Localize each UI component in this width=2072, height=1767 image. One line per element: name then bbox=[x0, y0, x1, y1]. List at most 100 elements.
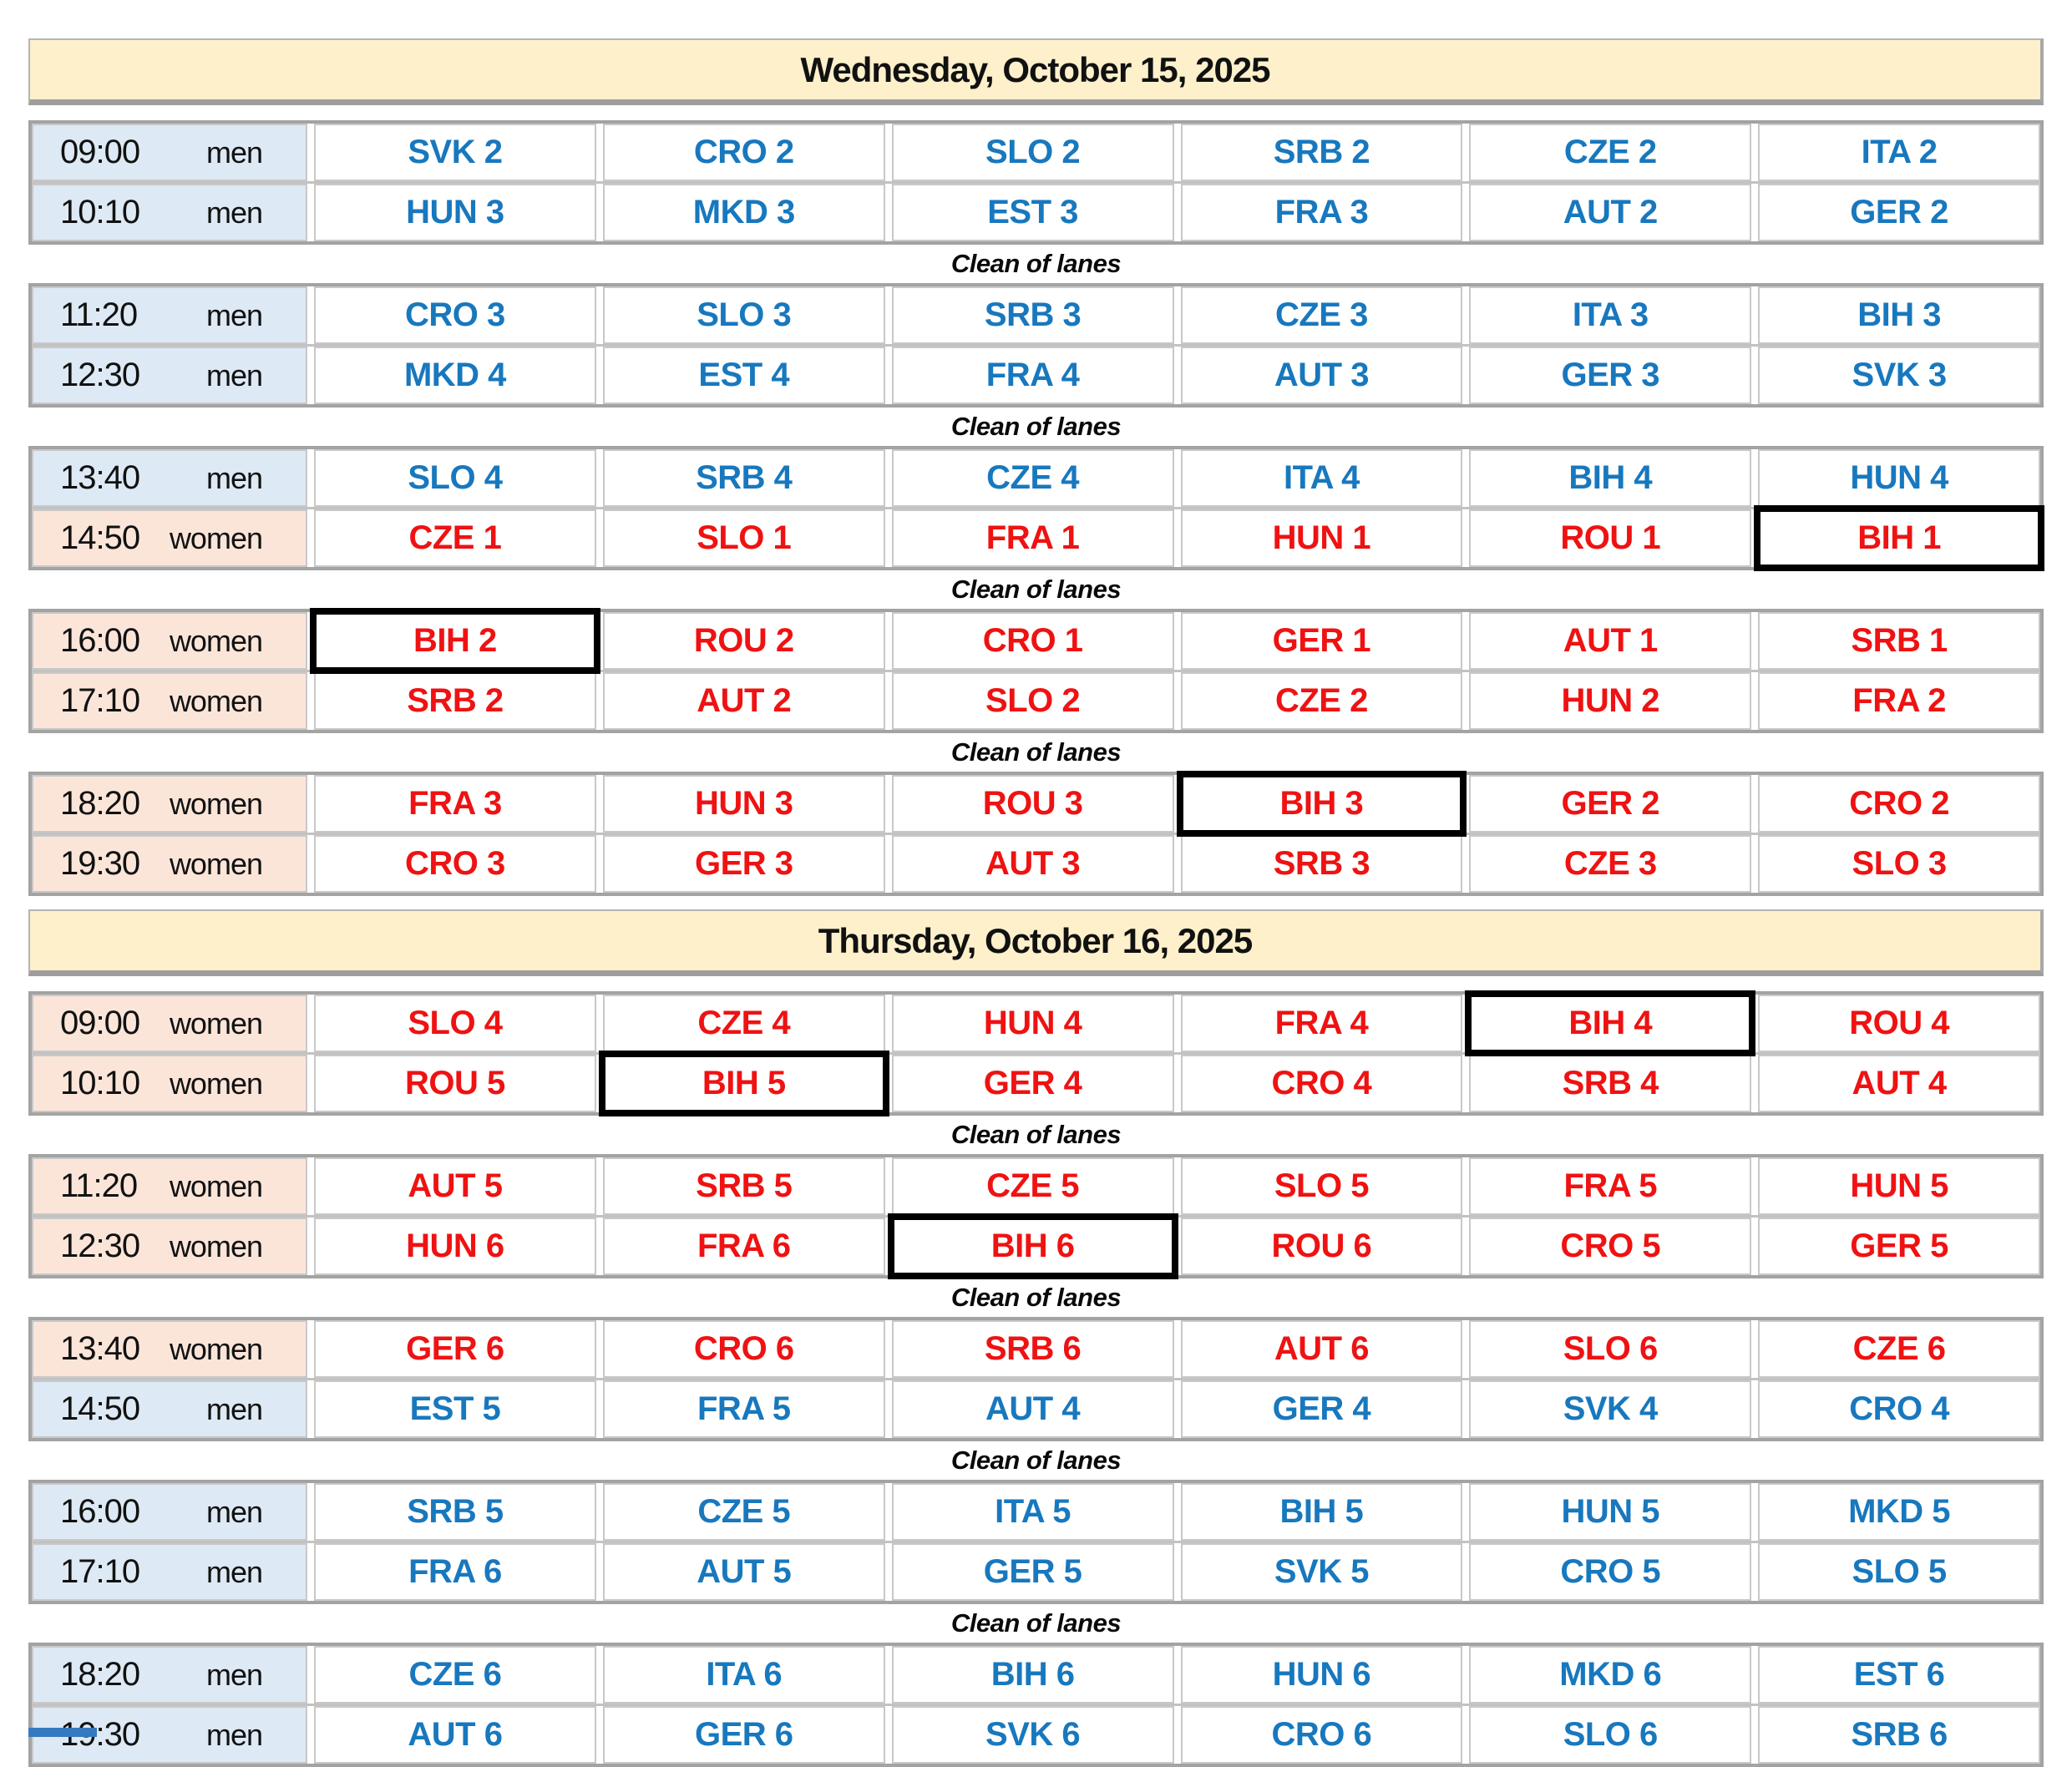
schedule-row: 09:00 men SVK 2 CRO 2 SLO 2 SRB 2 CZE 2 ITA 2 bbox=[32, 124, 2040, 181]
team-cell: SRB 3 bbox=[891, 286, 1174, 344]
session-block: 16:00 women BIH 2 ROU 2 CRO 1 GER 1 AUT 1 SRB 1… bbox=[28, 608, 2044, 733]
team-cell: GER 1 bbox=[1180, 612, 1463, 670]
gender-label: women bbox=[169, 786, 263, 821]
team-cell: SRB 6 bbox=[891, 1320, 1174, 1378]
team-cell: HUN 1 bbox=[1180, 509, 1463, 567]
schedule-row: 14:50 men EST 5 FRA 5 AUT 4 GER 4 SVK 4 CRO 4 bbox=[32, 1378, 2040, 1438]
team-cell: ITA 5 bbox=[891, 1483, 1174, 1541]
team-cell: CRO 6 bbox=[602, 1320, 885, 1378]
team-cell: HUN 2 bbox=[1469, 672, 1752, 730]
start-time: 13:40 bbox=[60, 459, 140, 496]
team-cell: GER 4 bbox=[891, 1055, 1174, 1112]
team-cell-highlighted: BIH 3 bbox=[1176, 771, 1467, 837]
time-gender-cell: 11:20 women bbox=[32, 1157, 307, 1215]
schedule-row: 16:00 men SRB 5 CZE 5 ITA 5 BIH 5 HUN 5 MKD 5 bbox=[32, 1483, 2040, 1541]
schedule-row: 17:10 women SRB 2 AUT 2 SLO 2 CZE 2 HUN 2 FRA 2 bbox=[32, 670, 2040, 730]
team-cell: FRA 3 bbox=[1180, 184, 1463, 241]
team-cell: CRO 3 bbox=[314, 835, 596, 893]
team-cell: AUT 4 bbox=[891, 1380, 1174, 1438]
team-cell: CRO 6 bbox=[1180, 1706, 1463, 1764]
team-cell: EST 4 bbox=[602, 347, 885, 404]
start-time: 13:40 bbox=[60, 1330, 140, 1367]
time-gender-cell: 14:50 men bbox=[32, 1380, 307, 1438]
time-gender-cell: 11:20 men bbox=[32, 286, 307, 344]
time-gender-cell: 14:50 women bbox=[32, 509, 307, 567]
gender-label: men bbox=[205, 134, 263, 170]
team-cell: MKD 3 bbox=[602, 184, 885, 241]
schedule-row: 18:20 men CZE 6 ITA 6 BIH 6 HUN 6 MKD 6 EST 6 bbox=[32, 1646, 2040, 1704]
schedule-row: 16:00 women BIH 2 ROU 2 CRO 1 GER 1 AUT 1 SRB 1 bbox=[32, 608, 2040, 674]
schedule-row: 12:30 men MKD 4 EST 4 FRA 4 AUT 3 GER 3 SVK 3 bbox=[32, 344, 2040, 404]
gender-label: women bbox=[169, 683, 263, 718]
gender-label: men bbox=[205, 1554, 263, 1589]
team-cell: AUT 3 bbox=[1180, 347, 1463, 404]
schedule-table: Wednesday, October 15, 2025 09:00 men SVK 2… bbox=[28, 38, 2044, 1767]
schedule-row: 10:10 women ROU 5 BIH 5 GER 4 CRO 4 SRB 4 AUT 4 bbox=[32, 1051, 2040, 1116]
team-cell: HUN 6 bbox=[314, 1218, 596, 1275]
team-cell: BIH 5 bbox=[1180, 1483, 1463, 1541]
team-cell: SLO 4 bbox=[314, 449, 596, 507]
session-block: 18:20 women FRA 3 HUN 3 ROU 3 BIH 3 GER 2 CRO 2… bbox=[28, 771, 2044, 896]
team-cell: SLO 1 bbox=[602, 509, 885, 567]
team-cell: SRB 5 bbox=[314, 1483, 596, 1541]
schedule-row: 19:30 men AUT 6 GER 6 SVK 6 CRO 6 SLO 6 SRB 6 bbox=[32, 1704, 2040, 1764]
team-cell: SLO 6 bbox=[1469, 1320, 1752, 1378]
schedule-row: 11:20 women AUT 5 SRB 5 CZE 5 SLO 5 FRA 5 HUN 5 bbox=[32, 1157, 2040, 1215]
team-cell: SVK 5 bbox=[1180, 1543, 1463, 1601]
team-cell: SRB 3 bbox=[1180, 835, 1463, 893]
clean-of-lanes-label: Clean of lanes bbox=[950, 1283, 1122, 1312]
team-cell: FRA 5 bbox=[602, 1380, 885, 1438]
schedule-row: 14:50 women CZE 1 SLO 1 FRA 1 HUN 1 ROU 1 BIH 1 bbox=[32, 505, 2044, 571]
gender-label: women bbox=[169, 520, 263, 555]
clean-of-lanes-label: Clean of lanes bbox=[950, 1608, 1122, 1638]
start-time: 17:10 bbox=[60, 1553, 140, 1590]
clean-of-lanes-label: Clean of lanes bbox=[950, 737, 1122, 767]
team-cell: CZE 2 bbox=[1180, 672, 1463, 730]
team-cell-highlighted: BIH 5 bbox=[598, 1051, 889, 1116]
team-cell: BIH 3 bbox=[1758, 286, 2040, 344]
team-cell: FRA 6 bbox=[602, 1218, 885, 1275]
start-time: 18:20 bbox=[60, 1656, 140, 1693]
team-cell: GER 3 bbox=[602, 835, 885, 893]
team-cell: FRA 3 bbox=[314, 775, 596, 833]
start-time: 09:00 bbox=[60, 134, 140, 170]
team-cell: MKD 6 bbox=[1469, 1646, 1752, 1704]
start-time: 10:10 bbox=[60, 1065, 140, 1101]
start-time: 14:50 bbox=[60, 519, 140, 556]
team-cell: CRO 5 bbox=[1469, 1218, 1752, 1275]
team-cell: SLO 5 bbox=[1180, 1157, 1463, 1215]
team-cell: CZE 6 bbox=[314, 1646, 596, 1704]
day-section-1: Wednesday, October 15, 2025 09:00 men SVK 2… bbox=[28, 38, 2044, 896]
team-cell: SLO 3 bbox=[1758, 835, 2040, 893]
day-header: Thursday, October 16, 2025 bbox=[28, 909, 2044, 976]
team-cell: GER 5 bbox=[1758, 1218, 2040, 1275]
gender-label: women bbox=[169, 1228, 263, 1263]
schedule-row: 19:30 women CRO 3 GER 3 AUT 3 SRB 3 CZE 3 SLO 3 bbox=[32, 833, 2040, 893]
clean-of-lanes-label: Clean of lanes bbox=[950, 249, 1122, 278]
time-gender-cell: 13:40 women bbox=[32, 1320, 307, 1378]
schedule-row: 13:40 women GER 6 CRO 6 SRB 6 AUT 6 SLO 6 CZE 6 bbox=[32, 1320, 2040, 1378]
schedule-row: 13:40 men SLO 4 SRB 4 CZE 4 ITA 4 BIH 4 HUN 4 bbox=[32, 449, 2040, 507]
clean-of-lanes-label: Clean of lanes bbox=[950, 412, 1122, 441]
team-cell: ROU 1 bbox=[1469, 509, 1752, 567]
gender-label: men bbox=[205, 1657, 263, 1692]
day-section-2: Thursday, October 16, 2025 09:00 women SLO … bbox=[28, 909, 2044, 1767]
time-gender-cell: 13:40 men bbox=[32, 449, 307, 507]
session-block: 16:00 men SRB 5 CZE 5 ITA 5 BIH 5 HUN 5 MKD 5 17… bbox=[28, 1480, 2044, 1604]
gender-label: women bbox=[169, 1066, 263, 1101]
team-cell: SLO 2 bbox=[891, 672, 1174, 730]
team-cell: CZE 4 bbox=[891, 449, 1174, 507]
clean-of-lanes-label: Clean of lanes bbox=[950, 575, 1122, 604]
session-block: 11:20 women AUT 5 SRB 5 CZE 5 SLO 5 FRA 5 HUN 5… bbox=[28, 1154, 2044, 1279]
time-gender-cell: 10:10 men bbox=[32, 184, 307, 241]
team-cell: SVK 2 bbox=[314, 124, 596, 181]
team-cell: ROU 4 bbox=[1758, 995, 2040, 1052]
team-cell-highlighted: BIH 6 bbox=[887, 1213, 1178, 1279]
team-cell: SLO 3 bbox=[602, 286, 885, 344]
gender-label: women bbox=[169, 1005, 263, 1040]
time-gender-cell: 16:00 men bbox=[32, 1483, 307, 1541]
team-cell: CRO 2 bbox=[602, 124, 885, 181]
gender-label: men bbox=[205, 195, 263, 230]
team-cell-highlighted: BIH 1 bbox=[1754, 505, 2044, 571]
clean-of-lanes-label: Clean of lanes bbox=[950, 1120, 1122, 1149]
